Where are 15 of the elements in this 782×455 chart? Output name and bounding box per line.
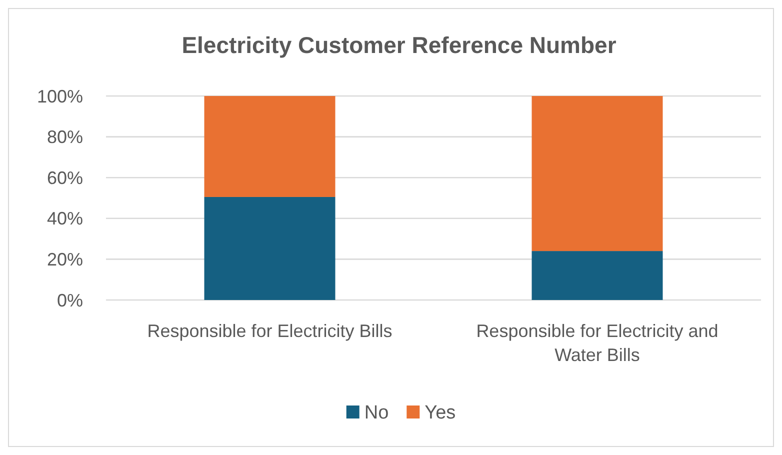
y-tick-label: 0% (56, 290, 83, 310)
x-tick-label: Responsible for Electricity and Water Bills (476, 321, 718, 365)
bar (204, 96, 336, 197)
y-tick-label: 80% (46, 127, 83, 148)
chart-title: Electricity Customer Reference Number (182, 32, 616, 58)
y-tick-label: 60% (46, 168, 83, 188)
bar (532, 96, 663, 252)
legend-label: Yes (424, 402, 456, 424)
bar (532, 251, 663, 300)
legend-label: No (364, 402, 389, 424)
x-tick-label: Responsible for Electricity Bills (147, 321, 392, 341)
bar (204, 196, 336, 300)
y-tick-label: 100% (36, 86, 83, 106)
y-tick-label: 40% (46, 208, 83, 229)
y-tick-label: 20% (46, 250, 83, 270)
